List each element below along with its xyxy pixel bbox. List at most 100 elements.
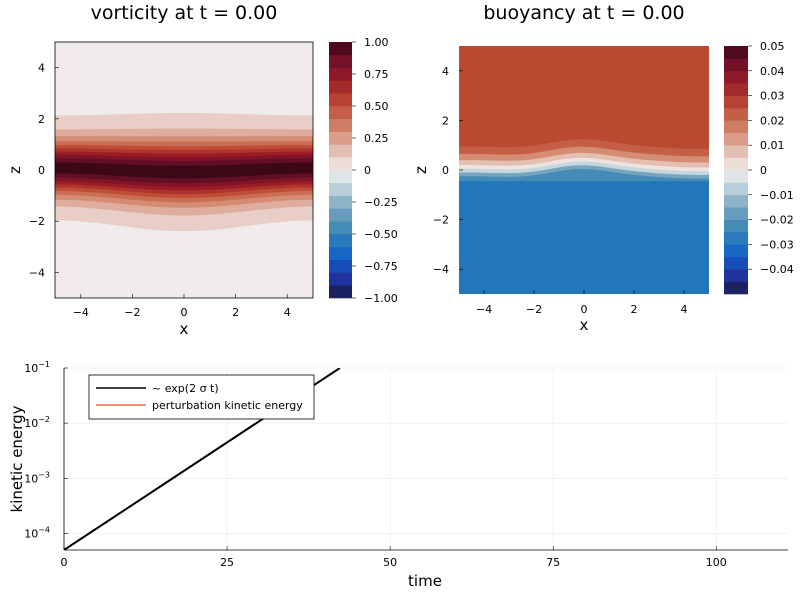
vorticity-xtick-label: 4 [284,306,291,319]
buoyancy-colorbar-tick-label: 0.04 [760,65,785,78]
vorticity-colorbar-level [329,42,352,56]
buoyancy-ylabel: z [412,166,430,174]
buoyancy-colorbar-level [724,46,748,59]
energy-ytick-exponent: −2 [38,415,50,424]
buoyancy-colorbar-level [724,232,748,245]
buoyancy-ytick-label: 4 [442,65,449,78]
energy-xtick-label: 100 [706,556,727,569]
buoyancy-colorbar-level [724,157,748,171]
vorticity-colorbar-level [329,157,352,171]
energy-ytick-label: 10−2 [24,415,50,430]
vorticity-ytick-label: 4 [38,62,45,75]
vorticity-ytick-label: −4 [29,266,45,279]
energy-ytick-base: 10 [24,417,38,430]
legend-label-exp: ~ exp(2 σ t) [152,382,219,395]
vorticity-colorbar-tick-label: −0.25 [364,196,398,209]
buoyancy-xtick-label: −2 [526,303,542,316]
buoyancy-colorbar-tick-label: 0 [760,164,767,177]
vorticity-xtick-label: 2 [232,306,239,319]
vorticity-colorbar-level [329,208,352,222]
buoyancy-axis-ticks: −4 −2 0 2 4 −4 −2 0 2 4 [433,65,688,316]
buoyancy-colorbar-tick-label: 0.01 [760,139,785,152]
buoyancy-colorbar-level [724,170,748,183]
energy-xtick-label: 25 [220,556,234,569]
vorticity-colorbar-level [329,195,352,209]
energy-ytick-exponent: −1 [38,360,50,369]
vorticity-colorbar-level [329,285,352,299]
buoyancy-colorbar-level [724,256,748,270]
buoyancy-colorbar-level [724,219,748,233]
energy-ytick-base: 10 [24,527,38,540]
vorticity-xtick-label: 0 [181,306,188,319]
buoyancy-colorbar-level [724,244,748,258]
vorticity-colorbar-level [329,259,352,273]
buoyancy-colorbar-level [724,132,748,146]
vorticity-ytick-label: 0 [38,164,45,177]
vorticity-ytick-label: −2 [29,215,45,228]
vorticity-xtick-label: −4 [73,306,89,319]
vorticity-colorbar-tick-label: 1.00 [364,36,389,49]
buoyancy-ytick-label: −2 [433,214,449,227]
vorticity-colorbar-level [329,221,352,235]
buoyancy-colorbar-tick-label: −0.02 [760,214,794,227]
buoyancy-colorbar-level [724,108,748,121]
vorticity-colorbar-tick-label: −0.75 [364,260,398,273]
buoyancy-ytick-label: −4 [433,263,449,276]
energy-ytick-exponent: −3 [38,470,50,479]
vorticity-xtick-label: −2 [124,306,140,319]
buoyancy-colorbar-level [724,120,748,134]
buoyancy-colorbar-level [724,145,748,158]
vorticity-colorbar-level [329,234,352,248]
vorticity-colorbar-tick-label: 0.25 [364,132,389,145]
vorticity-title: vorticity at t = 0.00 [91,2,278,24]
vorticity-colorbar-tick-label: 0 [364,164,371,177]
vorticity-colorbar-level [329,170,352,184]
buoyancy-xtick-label: −4 [476,303,492,316]
buoyancy-colorbar-level [724,269,748,282]
buoyancy-colorbar-level [724,194,748,208]
buoyancy-field [459,139,709,294]
energy-ylabel: kinetic energy [8,405,26,512]
buoyancy-colorbar-level [724,70,748,84]
buoyancy-colorbar-tick-label: −0.03 [760,238,794,251]
buoyancy-xtick-label: 0 [581,303,588,316]
vorticity-ylabel: z [6,166,24,174]
legend-label-perturbation: perturbation kinetic energy [152,399,303,412]
vorticity-colorbar-tick-label: 0.50 [364,100,389,113]
buoyancy-ytick-label: 0 [442,164,449,177]
buoyancy-colorbar-level [724,182,748,196]
vorticity-colorbar-tick-label: 0.75 [364,68,389,81]
vorticity-colorbar-tick-label: −0.50 [364,228,398,241]
energy-grid [63,367,788,550]
buoyancy-colorbar-level [724,95,748,109]
buoyancy-colorbar-level [724,58,748,72]
energy-xtick-label: 50 [383,556,397,569]
energy-xtick-label: 75 [546,556,560,569]
energy-ytick-exponent: −4 [38,525,50,534]
energy-ytick-label: 10−1 [24,360,50,375]
buoyancy-colorbar-tick-label: 0.03 [760,90,785,103]
vorticity-colorbar-level [329,80,352,94]
vorticity-colorbar-level [329,246,352,260]
vorticity-panel: vorticity at t = 0.00 −4 −2 0 2 4 −4 −2 0 2 4 x z… [6,2,398,338]
energy-ytick-label: 10−3 [24,470,50,485]
legend-box [88,374,315,420]
vorticity-colorbar: −1.00 −0.75 −0.50 −0.25 0 0.25 0.50 0.75 1.00 [329,36,398,305]
buoyancy-lower-region [459,181,709,294]
vorticity-colorbar-level [329,272,352,286]
buoyancy-ytick-label: 2 [442,114,449,127]
vorticity-field [55,112,313,232]
vorticity-xlabel: x [180,320,189,338]
buoyancy-colorbar-level [724,207,748,220]
buoyancy-colorbar-tick-label: 0.02 [760,114,785,127]
energy-ytick-base: 10 [24,362,38,375]
vorticity-colorbar-level [329,54,352,68]
vorticity-contour-band [55,162,313,179]
vorticity-colorbar-level [329,106,352,120]
buoyancy-xlabel: x [580,316,589,334]
buoyancy-colorbar-level [724,83,748,96]
